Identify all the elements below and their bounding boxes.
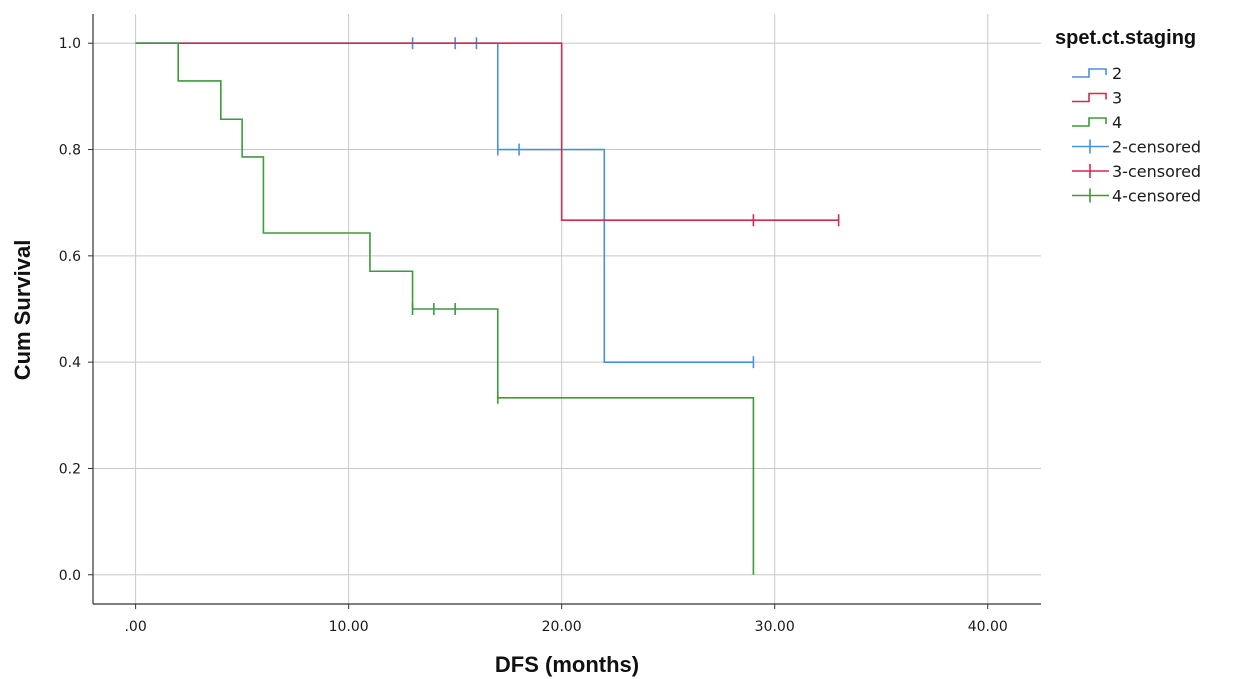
- x-tick-label: 40.00: [968, 619, 1008, 635]
- x-tick-label: 10.00: [329, 619, 369, 635]
- x-tick-label: 20.00: [542, 619, 582, 635]
- axes: .00 10.00 20.00 30.00 40.00 0.0 0.2 0.4 0.6 0.8 1.…: [59, 14, 1041, 635]
- series-4-line: [135, 42, 755, 575]
- y-tick-label: 0.4: [59, 355, 81, 371]
- plot-series: [135, 37, 840, 575]
- series-3-line: [135, 42, 839, 222]
- legend: spet.ct.staging 2 3 4 2-censored 3-censored 4-…: [1055, 27, 1201, 206]
- y-tick-label: 0.0: [59, 568, 81, 584]
- legend-label-4: 4: [1112, 113, 1122, 132]
- y-tick-label: 0.2: [59, 461, 81, 477]
- x-tick-label: .00: [124, 619, 146, 635]
- x-tick-label: 30.00: [755, 619, 795, 635]
- legend-swatch-2: [1072, 68, 1107, 78]
- series-2-line: [135, 42, 754, 363]
- legend-swatch-4: [1072, 117, 1107, 127]
- y-axis-title: Cum Survival: [10, 240, 35, 381]
- x-axis-title: DFS (months): [495, 652, 639, 677]
- legend-label-2: 2: [1112, 64, 1122, 83]
- y-tick-label: 0.6: [59, 249, 81, 265]
- legend-title: spet.ct.staging: [1055, 27, 1196, 49]
- legend-label-4-censored: 4-censored: [1112, 187, 1201, 206]
- y-tick-label: 1.0: [59, 36, 81, 52]
- legend-swatch-3: [1072, 92, 1107, 103]
- y-tick-label: 0.8: [59, 143, 81, 159]
- legend-label-2-censored: 2-censored: [1112, 138, 1201, 157]
- legend-label-3-censored: 3-censored: [1112, 162, 1201, 181]
- legend-label-3: 3: [1112, 89, 1122, 108]
- grid: [93, 14, 1041, 604]
